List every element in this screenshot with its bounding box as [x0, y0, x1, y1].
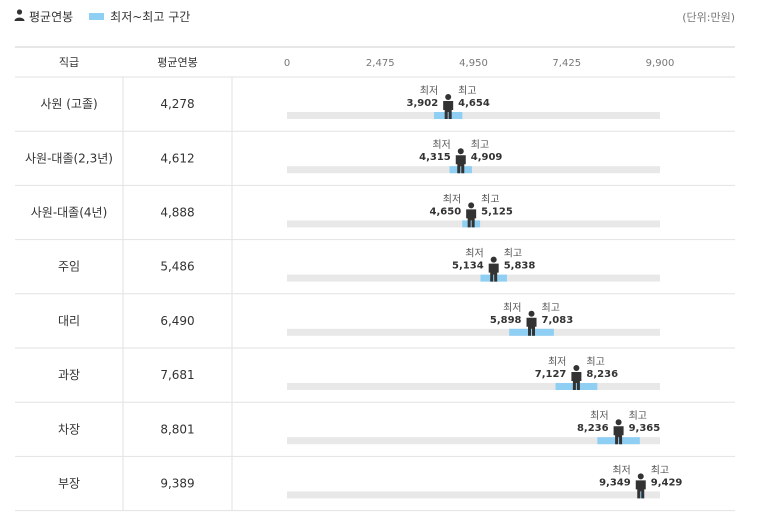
x-tick-label: 7,425 — [552, 58, 581, 69]
avg-value: 8,801 — [160, 422, 194, 436]
max-caption: 최고 — [471, 139, 489, 151]
rank-label: 과장 — [58, 368, 80, 382]
min-value-label: 5,898 — [490, 315, 522, 326]
rank-label: 사원-대졸(2,3년) — [25, 151, 113, 165]
max-value-label: 4,909 — [471, 152, 503, 163]
avg-value: 4,888 — [160, 206, 194, 220]
max-value-label: 8,236 — [586, 369, 618, 380]
max-caption: 최고 — [586, 356, 604, 368]
bar-track — [287, 166, 660, 174]
range-bar — [434, 112, 463, 119]
bar-track — [287, 437, 660, 445]
bar-track — [287, 328, 660, 336]
range-bar — [449, 166, 472, 174]
rank-label: 사원-대졸(4년) — [31, 206, 108, 220]
unit-label: (단위:만원) — [682, 11, 735, 24]
x-tick-label: 2,475 — [366, 58, 395, 69]
min-caption: 최저 — [612, 464, 630, 476]
rank-label: 대리 — [58, 314, 80, 328]
avg-value: 7,681 — [160, 368, 194, 382]
range-bar — [509, 328, 554, 336]
min-caption: 최저 — [503, 302, 521, 314]
min-value-label: 5,134 — [452, 261, 484, 272]
avg-marker-person-icon — [635, 473, 646, 499]
x-tick-label: 9,900 — [646, 58, 675, 69]
min-value-label: 4,315 — [419, 152, 451, 163]
range-bar — [639, 491, 643, 499]
max-caption: 최고 — [651, 464, 669, 476]
rank-label: 부장 — [58, 477, 80, 491]
avg-value: 6,490 — [160, 314, 194, 328]
max-value-label: 4,654 — [458, 98, 490, 109]
avg-marker-person-icon — [571, 365, 582, 390]
min-caption: 최저 — [590, 410, 608, 422]
min-value-label: 9,349 — [599, 477, 631, 488]
max-caption: 최고 — [504, 248, 522, 260]
header-avg: 평균연봉 — [157, 56, 197, 69]
avg-marker-person-icon — [488, 256, 499, 282]
range-bar — [462, 220, 481, 228]
min-caption: 최저 — [548, 356, 566, 368]
max-caption: 최고 — [458, 85, 476, 97]
person-icon — [14, 8, 25, 24]
avg-value: 9,389 — [160, 477, 194, 491]
legend-avg-label: 평균연봉 — [29, 9, 74, 24]
rank-label: 주임 — [58, 260, 80, 274]
max-caption: 최고 — [542, 302, 560, 314]
min-caption: 최저 — [465, 248, 483, 260]
max-value-label: 7,083 — [542, 315, 574, 326]
avg-marker-person-icon — [466, 202, 477, 228]
max-value-label: 9,365 — [629, 423, 661, 434]
min-caption: 최저 — [432, 139, 450, 151]
min-value-label: 3,902 — [407, 98, 439, 109]
legend-avg: 평균연봉 — [14, 8, 73, 25]
avg-marker-person-icon — [526, 310, 537, 336]
avg-marker-person-icon — [443, 94, 454, 119]
min-caption: 최저 — [443, 193, 461, 205]
max-value-label: 5,125 — [481, 206, 513, 217]
bar-track — [287, 112, 660, 119]
range-bar — [480, 274, 507, 282]
avg-value: 5,486 — [160, 260, 194, 274]
min-caption: 최저 — [420, 85, 438, 97]
max-value-label: 9,429 — [651, 477, 683, 488]
max-caption: 최고 — [481, 193, 499, 205]
rank-label: 차장 — [58, 422, 80, 436]
rank-label: 사원 (고졸) — [40, 97, 97, 111]
avg-value: 4,612 — [160, 151, 194, 165]
legend-range: 최저~최고 구간 — [89, 8, 190, 25]
min-value-label: 4,650 — [430, 206, 462, 217]
range-bar — [555, 383, 598, 390]
header-rank: 직급 — [59, 56, 79, 69]
min-value-label: 7,127 — [535, 369, 567, 380]
legend-range-swatch — [89, 12, 105, 20]
avg-value: 4,278 — [160, 97, 194, 111]
x-tick-label: 0 — [284, 58, 290, 69]
x-tick-label: 4,950 — [459, 58, 488, 69]
avg-marker-person-icon — [613, 419, 624, 445]
bar-track — [287, 383, 660, 390]
legend: 평균연봉 최저~최고 구간 — [14, 7, 206, 25]
bar-track — [287, 491, 660, 499]
avg-marker-person-icon — [455, 148, 466, 174]
bar-track — [287, 274, 660, 282]
max-caption: 최고 — [629, 410, 647, 422]
legend-range-label: 최저~최고 구간 — [110, 9, 191, 24]
range-bar — [597, 437, 640, 445]
max-value-label: 5,838 — [504, 261, 536, 272]
min-value-label: 8,236 — [577, 423, 609, 434]
